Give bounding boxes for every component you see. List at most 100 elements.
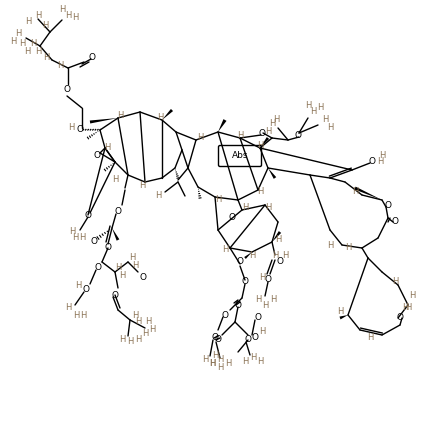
- Text: O: O: [112, 290, 118, 299]
- Text: O: O: [77, 126, 83, 134]
- Text: H: H: [379, 150, 385, 159]
- Text: H: H: [35, 48, 41, 57]
- Text: H: H: [19, 39, 25, 48]
- Text: H: H: [352, 187, 358, 197]
- Text: H: H: [262, 301, 268, 309]
- Text: H: H: [209, 359, 215, 368]
- Text: H: H: [250, 353, 256, 362]
- Text: H: H: [115, 264, 121, 273]
- Text: O: O: [104, 244, 112, 252]
- Text: O: O: [228, 213, 236, 222]
- Text: O: O: [140, 273, 146, 283]
- Text: H: H: [257, 358, 263, 366]
- Text: O: O: [88, 53, 96, 61]
- Text: H: H: [135, 336, 141, 344]
- Text: H: H: [209, 359, 215, 368]
- Text: H: H: [265, 203, 271, 212]
- Text: H: H: [129, 254, 135, 263]
- Text: H: H: [259, 273, 265, 282]
- Text: O: O: [236, 257, 244, 267]
- Text: H: H: [337, 308, 343, 317]
- Text: H: H: [25, 18, 31, 26]
- Text: O: O: [264, 276, 272, 285]
- Text: H: H: [79, 234, 85, 242]
- Text: H: H: [59, 6, 65, 15]
- Text: H: H: [117, 111, 123, 120]
- Text: H: H: [242, 358, 248, 366]
- Text: O: O: [396, 314, 404, 323]
- Polygon shape: [90, 118, 118, 124]
- Text: H: H: [35, 10, 41, 19]
- Text: O: O: [222, 311, 228, 320]
- Text: H: H: [145, 318, 151, 327]
- Text: H: H: [80, 311, 86, 320]
- Text: H: H: [327, 241, 333, 250]
- Text: H: H: [317, 104, 323, 112]
- Polygon shape: [272, 231, 281, 242]
- Text: H: H: [132, 311, 138, 320]
- Text: H: H: [310, 108, 316, 117]
- Text: O: O: [385, 200, 392, 210]
- Text: O: O: [252, 334, 258, 343]
- Text: H: H: [157, 112, 163, 121]
- FancyBboxPatch shape: [219, 146, 261, 166]
- Text: H: H: [242, 203, 248, 212]
- Text: H: H: [65, 304, 71, 312]
- Text: H: H: [217, 356, 223, 365]
- Text: H: H: [269, 120, 275, 128]
- Polygon shape: [218, 119, 226, 132]
- Text: H: H: [222, 245, 228, 254]
- Text: H: H: [139, 181, 145, 190]
- Text: H: H: [30, 39, 36, 48]
- Text: H: H: [15, 29, 21, 38]
- Text: O: O: [294, 130, 302, 140]
- Text: O: O: [244, 336, 252, 344]
- Text: H: H: [249, 251, 255, 260]
- Text: H: H: [135, 318, 141, 327]
- Text: H: H: [270, 295, 276, 305]
- Text: H: H: [142, 330, 148, 339]
- Text: H: H: [72, 13, 78, 22]
- Text: O: O: [212, 334, 219, 343]
- Polygon shape: [244, 252, 252, 259]
- Text: H: H: [69, 228, 75, 236]
- Text: O: O: [255, 314, 261, 323]
- Text: H: H: [409, 290, 415, 299]
- Text: H: H: [259, 327, 265, 337]
- Text: H: H: [149, 325, 155, 334]
- Text: O: O: [82, 286, 90, 295]
- Text: H: H: [402, 304, 408, 312]
- Text: H: H: [132, 260, 138, 270]
- Text: O: O: [258, 128, 266, 137]
- Text: H: H: [72, 234, 78, 242]
- Polygon shape: [268, 168, 276, 179]
- Text: H: H: [257, 140, 263, 149]
- Text: H: H: [212, 350, 218, 359]
- Text: O: O: [234, 301, 242, 309]
- Text: O: O: [91, 236, 97, 245]
- Text: H: H: [377, 158, 383, 166]
- Text: H: H: [197, 133, 203, 143]
- Text: O: O: [63, 86, 71, 95]
- Polygon shape: [162, 109, 173, 120]
- Text: H: H: [73, 311, 79, 320]
- Text: H: H: [112, 175, 118, 184]
- Text: H: H: [225, 359, 231, 368]
- Text: H: H: [155, 191, 161, 200]
- Text: H: H: [42, 20, 48, 29]
- Text: H: H: [57, 61, 63, 70]
- Text: H: H: [10, 38, 16, 47]
- Text: O: O: [392, 217, 398, 226]
- Text: H: H: [217, 363, 223, 372]
- Text: H: H: [65, 10, 71, 19]
- Text: H: H: [24, 48, 30, 57]
- Text: H: H: [68, 124, 74, 133]
- Polygon shape: [340, 315, 348, 319]
- Text: H: H: [43, 54, 49, 63]
- Text: O: O: [115, 207, 121, 216]
- Text: Abs: Abs: [232, 152, 248, 161]
- Text: H: H: [392, 277, 398, 286]
- Polygon shape: [354, 187, 382, 200]
- Text: O: O: [214, 336, 222, 344]
- Text: O: O: [368, 158, 376, 166]
